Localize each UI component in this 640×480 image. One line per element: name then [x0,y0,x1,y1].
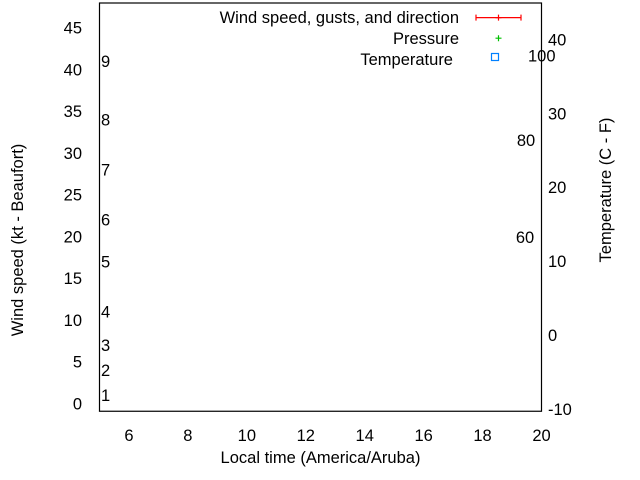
svg-text:9: 9 [101,53,110,71]
svg-text:4: 4 [101,304,110,322]
svg-text:0: 0 [73,396,82,414]
svg-text:18: 18 [473,427,491,445]
svg-text:5: 5 [101,254,110,272]
svg-text:10: 10 [238,427,256,445]
svg-text:10: 10 [64,312,82,330]
svg-text:16: 16 [414,427,432,445]
svg-text:45: 45 [64,20,82,38]
svg-text:0: 0 [548,327,557,345]
svg-text:40: 40 [64,61,82,79]
svg-text:80: 80 [517,132,535,150]
svg-text:6: 6 [124,427,133,445]
svg-text:Wind speed (kt - Beaufort): Wind speed (kt - Beaufort) [9,144,27,337]
svg-text:25: 25 [64,187,82,205]
svg-text:30: 30 [64,145,82,163]
svg-text:2: 2 [101,362,110,380]
svg-text:7: 7 [101,162,110,180]
svg-text:60: 60 [516,229,534,247]
svg-text:12: 12 [297,427,315,445]
svg-text:10: 10 [548,253,566,271]
svg-text:20: 20 [64,228,82,246]
svg-text:Local time (America/Aruba): Local time (America/Aruba) [221,449,421,467]
svg-text:Temperature (C - F): Temperature (C - F) [597,118,615,263]
svg-text:1: 1 [101,387,110,405]
svg-text:14: 14 [356,427,374,445]
svg-text:Pressure: Pressure [393,30,459,48]
svg-text:8: 8 [101,111,110,129]
svg-text:-10: -10 [548,401,572,419]
svg-text:35: 35 [64,103,82,121]
svg-text:20: 20 [548,179,566,197]
svg-text:Temperature: Temperature [360,51,453,69]
svg-text:3: 3 [101,337,110,355]
svg-text:8: 8 [183,427,192,445]
svg-text:5: 5 [73,354,82,372]
svg-text:15: 15 [64,270,82,288]
svg-text:Wind speed, gusts, and directi: Wind speed, gusts, and direction [220,9,459,27]
svg-text:20: 20 [532,427,550,445]
svg-text:6: 6 [101,212,110,230]
svg-text:30: 30 [548,105,566,123]
svg-text:100: 100 [528,48,556,66]
